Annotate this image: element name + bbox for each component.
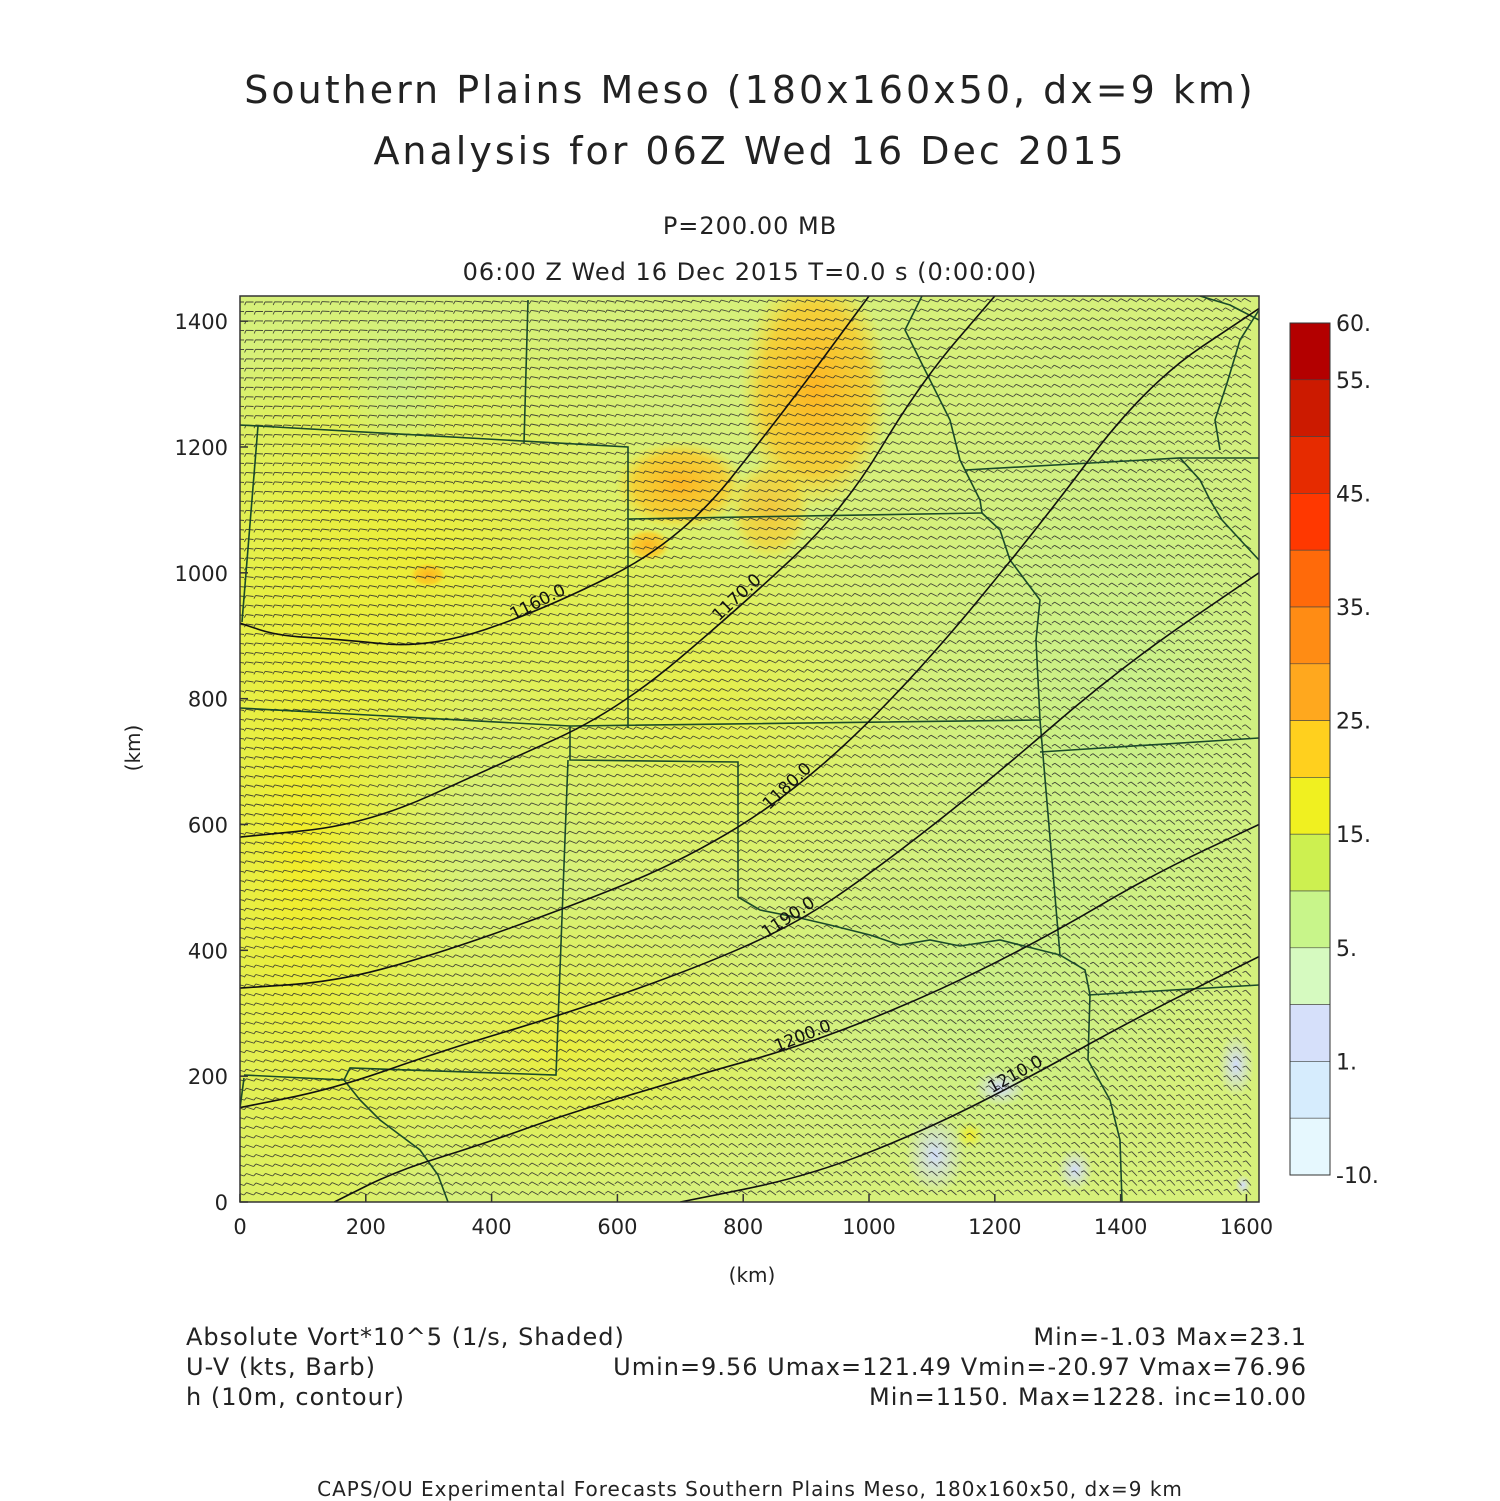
- colorbar-swatch: [1289, 549, 1331, 608]
- colorbar-label: 15.: [1336, 823, 1371, 848]
- colorbar-swatch: [1289, 436, 1331, 494]
- y-axis: 0 200 400 600 800 1000 1200 1400: [175, 310, 248, 1215]
- height-field-label: h (10m, contour): [186, 1383, 406, 1411]
- colorbar-label: 1.: [1336, 1050, 1357, 1075]
- wind-field-stats: Umin=9.56 Umax=121.49 Vmin=-20.97 Vmax=7…: [613, 1353, 1307, 1381]
- colorbar-swatch: [1289, 1004, 1331, 1062]
- colorbar-frame: [1289, 322, 1331, 1176]
- colorbar-swatch: [1289, 890, 1331, 949]
- contour-line: [333, 823, 1259, 1202]
- y-tick-label: 400: [188, 939, 228, 963]
- height-field-stats: Min=1150. Max=1228. inc=10.00: [869, 1383, 1307, 1411]
- colorbar-label: 35.: [1336, 596, 1371, 621]
- x-tick-label: 1600: [1220, 1215, 1273, 1239]
- footer-credit: CAPS/OU Experimental Forecasts Southern …: [317, 1477, 1183, 1501]
- y-tick-label: 0: [215, 1191, 228, 1215]
- valid-time: 06:00 Z Wed 16 Dec 2015 T=0.0 s (0:00:00…: [462, 258, 1038, 286]
- y-tick-label: 1200: [175, 436, 228, 460]
- shaded-field: [240, 296, 1259, 1202]
- colorbar-swatch: [1289, 1117, 1331, 1176]
- chart-title-line1: Southern Plains Meso (180x160x50, dx=9 k…: [244, 68, 1256, 112]
- x-tick-label: 1200: [968, 1215, 1021, 1239]
- x-tick-label: 600: [597, 1215, 637, 1239]
- vorticity-field-stats: Min=-1.03 Max=23.1: [1033, 1323, 1307, 1351]
- colorbar-swatch: [1289, 493, 1331, 551]
- x-tick-label: 1000: [842, 1215, 895, 1239]
- colorbar-label: 45.: [1336, 482, 1371, 507]
- colorbar-swatch: [1289, 777, 1331, 835]
- chart-title-line2: Analysis for 06Z Wed 16 Dec 2015: [373, 129, 1127, 173]
- colorbar-label: 5.: [1336, 937, 1357, 962]
- colorbar-swatch: [1289, 379, 1331, 437]
- colorbar-label: -10.: [1336, 1164, 1379, 1189]
- colorbar-swatch: [1289, 833, 1331, 892]
- colorbar-swatch: [1289, 322, 1331, 381]
- y-tick-label: 1000: [175, 562, 228, 586]
- contour-line: [240, 296, 870, 646]
- contour-line: [240, 296, 996, 838]
- colorbar-label: 55.: [1336, 369, 1371, 394]
- x-tick-label: 1400: [1094, 1215, 1147, 1239]
- y-tick-label: 600: [188, 814, 228, 838]
- x-tick-label: 400: [472, 1215, 512, 1239]
- x-tick-label: 0: [233, 1215, 246, 1239]
- y-tick-label: 200: [188, 1065, 228, 1089]
- x-axis-title: (km): [729, 1263, 776, 1287]
- colorbar-swatch: [1289, 606, 1331, 665]
- contour-line: [240, 307, 1259, 989]
- contour-line: [240, 572, 1259, 1109]
- colorbar: 60. 55. 45. 35. 25. 15. 5. 1. -10.: [1289, 312, 1379, 1189]
- colorbar-swatch: [1289, 720, 1331, 778]
- state-boundaries: [240, 296, 1259, 1202]
- x-tick-label: 200: [346, 1215, 386, 1239]
- x-tick-label: 800: [723, 1215, 763, 1239]
- colorbar-label: 60.: [1336, 312, 1371, 337]
- y-tick-label: 800: [188, 688, 228, 712]
- pressure-level: P=200.00 MB: [662, 212, 838, 240]
- colorbar-label: 25.: [1336, 710, 1371, 735]
- y-axis-title: (km): [121, 725, 145, 772]
- colorbar-swatch: [1289, 663, 1331, 721]
- plot-frame: [239, 295, 1260, 1203]
- wind-field-label: U-V (kts, Barb): [186, 1353, 376, 1381]
- x-axis: 0 200 400 600 800 1000 1200 1400 1600: [233, 1194, 1273, 1239]
- colorbar-swatch: [1289, 1061, 1331, 1119]
- vorticity-field-label: Absolute Vort*10^5 (1/s, Shaded): [186, 1323, 625, 1351]
- y-tick-label: 1400: [175, 310, 228, 334]
- contour-line: [680, 955, 1259, 1202]
- colorbar-swatch: [1289, 947, 1331, 1005]
